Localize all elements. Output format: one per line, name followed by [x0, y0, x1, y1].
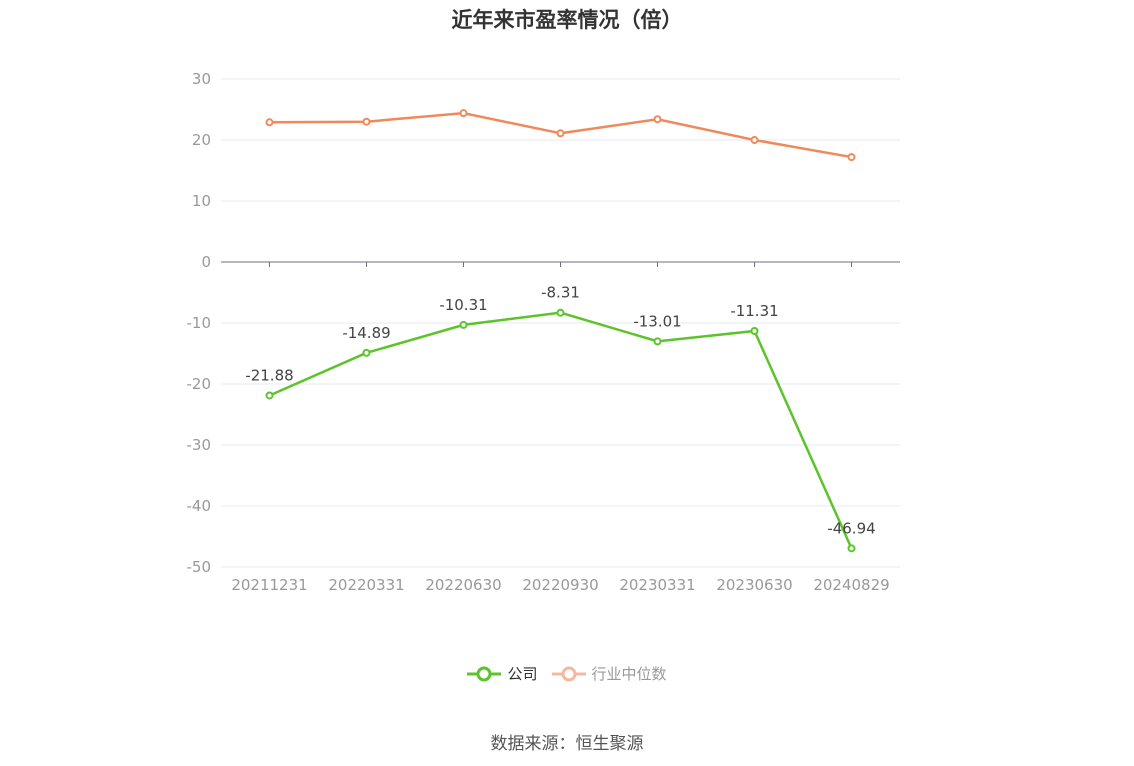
x-tick-label: 20230331	[619, 576, 695, 594]
data-point-company	[847, 544, 856, 553]
data-point-industry	[556, 129, 565, 138]
legend-label-industry: 行业中位数	[591, 665, 667, 683]
series-line-company	[268, 311, 853, 549]
legend-label-company: 公司	[507, 665, 538, 683]
data-point-industry	[847, 153, 856, 162]
y-tick-label: -10	[187, 314, 212, 332]
legend-marker-industry	[551, 666, 586, 681]
data-label: -8.31	[541, 284, 580, 302]
y-tick-label: 30	[192, 70, 211, 88]
data-label: -11.31	[730, 302, 778, 320]
data-point-industry	[265, 118, 274, 127]
data-label: -13.01	[633, 312, 681, 330]
legend-item-company[interactable]: 公司	[467, 663, 538, 684]
x-tick-label: 20220630	[425, 576, 501, 594]
y-tick-label: -20	[187, 375, 212, 393]
data-point-company	[362, 348, 371, 357]
data-label: -46.94	[827, 519, 875, 537]
y-tick-label: 20	[192, 131, 211, 149]
chart-title: 近年来市盈率情况（倍）	[451, 8, 683, 32]
legend-marker-company	[467, 666, 502, 681]
x-tick-label: 20220331	[328, 576, 404, 594]
data-point-industry	[653, 115, 662, 124]
data-point-company	[653, 337, 662, 346]
data-point-industry	[750, 136, 759, 144]
y-tick-label: -50	[187, 558, 212, 576]
data-point-industry	[362, 117, 371, 126]
data-point-company	[750, 326, 759, 335]
legend: 公司 行业中位数	[0, 663, 1134, 684]
y-tick-label: 0	[201, 253, 211, 271]
data-source: 数据来源：恒生聚源	[490, 734, 644, 754]
x-tick-label: 20211231	[231, 576, 307, 594]
y-tick-label: 10	[192, 192, 211, 210]
legend-item-industry[interactable]: 行业中位数	[551, 663, 667, 684]
data-point-company	[556, 308, 565, 317]
y-tick-label: -40	[187, 497, 212, 515]
data-point-company	[459, 320, 468, 329]
data-label: -21.88	[245, 366, 293, 384]
y-tick-label: -30	[187, 436, 212, 454]
pe-ratio-chart: 30 20 10 0 -10 -20 -30 -40 -50 20211231 20220331 20…	[187, 70, 900, 594]
data-label: -14.89	[342, 324, 390, 342]
data-label: -10.31	[439, 296, 487, 314]
x-tick-label: 20230630	[716, 576, 792, 594]
x-tick-label: 20240829	[813, 576, 889, 594]
data-point-company	[265, 391, 274, 400]
x-tick-label: 20220930	[522, 576, 598, 594]
data-point-industry	[459, 109, 468, 118]
